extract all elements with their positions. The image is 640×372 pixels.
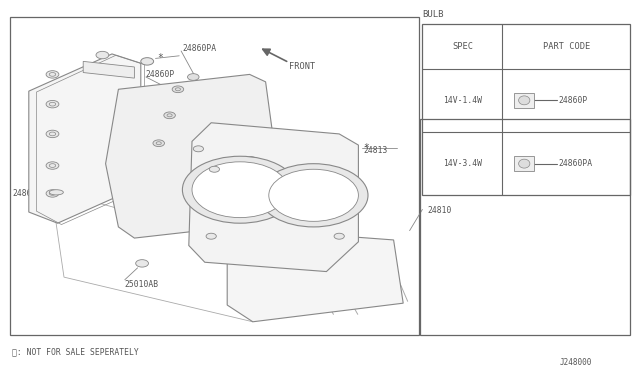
Circle shape (153, 140, 164, 147)
Text: 14V-1.4W: 14V-1.4W (443, 96, 482, 105)
Circle shape (193, 146, 204, 152)
FancyBboxPatch shape (514, 93, 534, 108)
Circle shape (46, 71, 59, 78)
Text: 14V-3.4W: 14V-3.4W (443, 159, 482, 168)
Circle shape (188, 74, 199, 80)
Circle shape (206, 233, 216, 239)
Text: 25010AB: 25010AB (125, 280, 159, 289)
Text: FRONT: FRONT (289, 62, 316, 71)
Circle shape (192, 162, 288, 218)
Polygon shape (83, 61, 134, 78)
Circle shape (164, 112, 175, 119)
Circle shape (334, 233, 344, 239)
Polygon shape (29, 54, 141, 223)
Text: 24860PA: 24860PA (125, 96, 159, 105)
Circle shape (172, 86, 184, 93)
Text: *: * (157, 54, 163, 63)
Circle shape (141, 58, 154, 65)
Circle shape (209, 166, 220, 172)
Circle shape (182, 156, 298, 223)
Text: 24860PA: 24860PA (559, 159, 593, 168)
Ellipse shape (518, 96, 530, 105)
Polygon shape (227, 229, 403, 322)
Circle shape (136, 260, 148, 267)
Polygon shape (106, 74, 275, 238)
Circle shape (96, 51, 109, 59)
Text: J248000: J248000 (560, 358, 592, 367)
Text: 24860P: 24860P (146, 70, 175, 79)
Circle shape (46, 100, 59, 108)
Text: *: * (364, 143, 369, 153)
Text: PART CODE: PART CODE (543, 42, 590, 51)
Text: ※: NOT FOR SALE SEPERATELY: ※: NOT FOR SALE SEPERATELY (12, 347, 138, 356)
FancyBboxPatch shape (514, 156, 534, 171)
Circle shape (46, 130, 59, 138)
Text: SPEC: SPEC (452, 42, 473, 51)
Circle shape (245, 157, 257, 163)
Circle shape (46, 190, 59, 197)
Circle shape (46, 162, 59, 169)
Text: 24860B: 24860B (13, 189, 42, 198)
Text: 24860P: 24860P (559, 96, 588, 105)
Text: 24813: 24813 (364, 146, 388, 155)
Circle shape (269, 169, 358, 221)
Text: 24810: 24810 (428, 206, 452, 215)
Ellipse shape (49, 190, 63, 195)
Text: 24860PA: 24860PA (182, 44, 216, 53)
Text: BULB: BULB (422, 10, 444, 19)
Polygon shape (189, 123, 358, 272)
Circle shape (259, 164, 368, 227)
Ellipse shape (518, 159, 530, 168)
